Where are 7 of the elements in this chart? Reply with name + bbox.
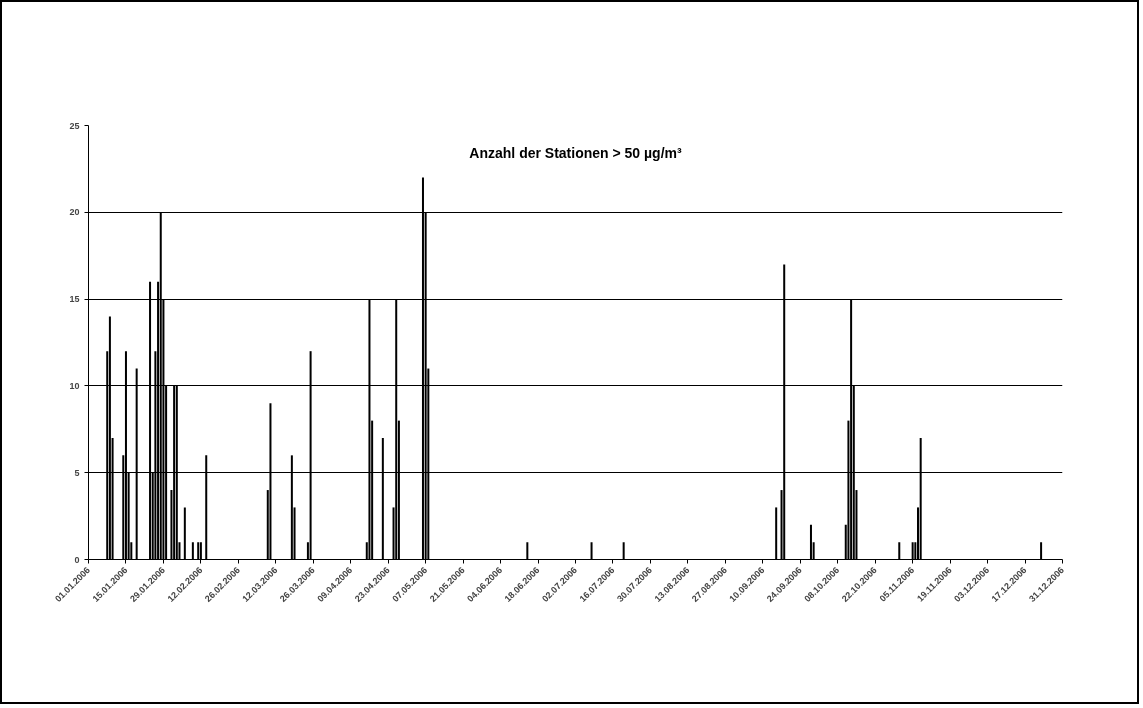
text: Anzahl der Stationen > 50 µg/m³ bbox=[469, 144, 682, 161]
y-tick-label: 0 bbox=[74, 554, 80, 565]
y-tick-label: 25 bbox=[69, 120, 80, 131]
y-tick-label: 15 bbox=[69, 294, 80, 305]
y-tick-label: 5 bbox=[74, 467, 80, 478]
y-tick-label: 10 bbox=[69, 380, 80, 391]
y-tick-label: 20 bbox=[69, 207, 80, 218]
